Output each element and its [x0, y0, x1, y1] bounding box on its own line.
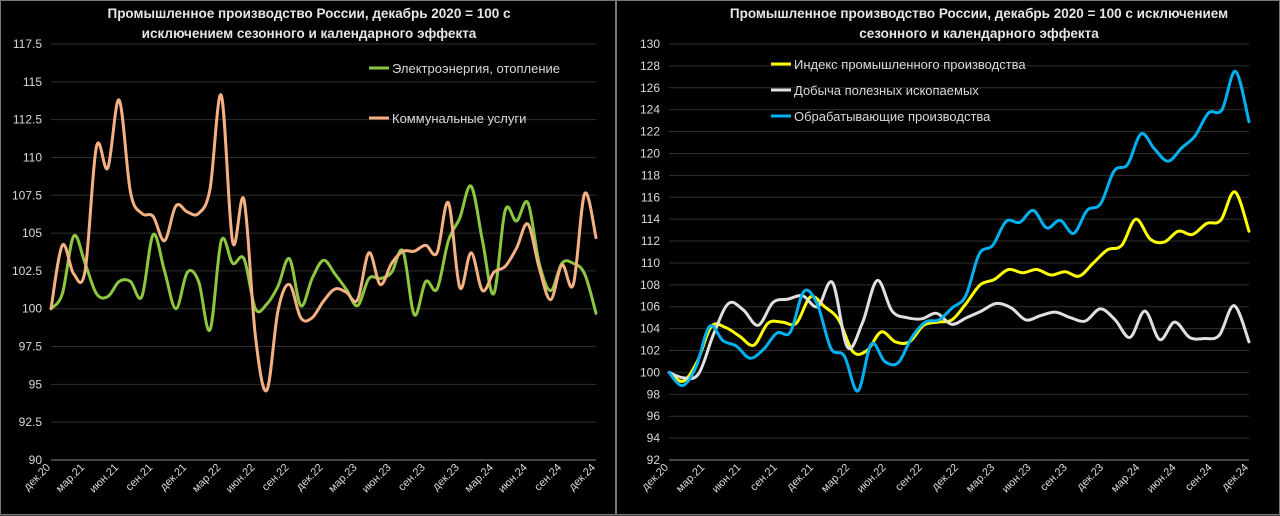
y-tick-label: 105 [22, 226, 42, 240]
x-tick-label: дек.21 [785, 462, 817, 494]
x-tick-label: сен.21 [748, 462, 780, 494]
y-tick-label: 112 [641, 234, 660, 248]
x-tick-label: июн.21 [87, 462, 121, 496]
x-tick-label: мар.24 [463, 462, 496, 495]
x-tick-label: сен.23 [396, 462, 428, 494]
x-tick-label: июн.21 [710, 462, 744, 496]
legend-label-manufacturing: Обрабатывающие производства [794, 109, 991, 124]
y-tick-label: 120 [640, 146, 660, 160]
y-tick-label: 96 [647, 409, 661, 423]
legend-label-mining: Добыча полезных ископаемых [794, 83, 979, 98]
x-tick-label: сен.22 [260, 462, 292, 494]
y-tick-label: 104 [640, 322, 660, 336]
y-tick-label: 116 [641, 190, 660, 204]
y-tick-label: 98 [647, 387, 661, 401]
series-line-2 [667, 279, 1251, 381]
y-tick-label: 90 [29, 453, 43, 467]
x-tick-label: июн.24 [496, 462, 530, 496]
x-tick-label: дек.21 [158, 462, 190, 494]
y-tick-label: 110 [23, 150, 42, 164]
y-tick-label: 110 [641, 256, 660, 270]
x-tick-label: дек.22 [294, 462, 326, 494]
legend-label-utilities: Коммунальные услуги [392, 111, 526, 126]
left-chart-panel: Промышленное производство России, декабр… [0, 0, 616, 515]
y-tick-label: 107.5 [12, 188, 42, 202]
y-tick-label: 102 [640, 344, 660, 358]
legend-label-industrial-index: Индекс промышленного производства [794, 57, 1026, 72]
x-tick-label: сен.24 [532, 462, 564, 494]
x-tick-label: мар.22 [819, 462, 852, 495]
x-tick-label: дек.23 [1075, 462, 1107, 494]
y-tick-label: 100 [640, 365, 660, 379]
x-tick-label: мар.21 [674, 462, 707, 495]
y-tick-label: 117.5 [13, 37, 42, 51]
y-tick-label: 118 [641, 168, 660, 182]
y-tick-label: 102.5 [12, 264, 42, 278]
y-tick-label: 114 [641, 212, 660, 226]
y-tick-label: 106 [640, 300, 660, 314]
series-line-1 [49, 184, 598, 332]
right-chart: Промышленное производство России, декабр… [640, 6, 1252, 496]
legend-label-electricity: Электроэнергия, отопление [392, 61, 560, 76]
x-tick-label: июн.23 [360, 462, 394, 496]
y-tick-label: 100 [22, 302, 42, 316]
y-tick-label: 115 [23, 75, 42, 89]
x-tick-label: дек.24 [1220, 462, 1252, 494]
x-tick-label: сен.22 [893, 462, 925, 494]
y-tick-label: 94 [647, 431, 661, 445]
y-tick-label: 124 [640, 103, 660, 117]
series-line-2 [49, 93, 598, 393]
x-tick-label: июн.22 [224, 462, 258, 496]
right-chart-title-line-1: Промышленное производство России, декабр… [730, 6, 1228, 21]
y-tick-label: 128 [640, 59, 660, 73]
x-tick-label: дек.22 [930, 462, 962, 494]
y-tick-label: 122 [640, 125, 660, 139]
x-tick-label: мар.24 [1109, 462, 1142, 495]
y-tick-label: 108 [640, 278, 660, 292]
x-tick-label: сен.24 [1183, 462, 1215, 494]
x-tick-label: июн.24 [1145, 462, 1179, 496]
x-tick-label: дек.24 [567, 462, 599, 494]
x-tick-label: мар.22 [190, 462, 223, 495]
x-tick-label: мар.23 [964, 462, 997, 495]
y-tick-label: 130 [640, 37, 660, 51]
left-chart: Промышленное производство России, декабр… [12, 6, 599, 496]
series-line-1 [667, 190, 1251, 383]
y-tick-label: 92.5 [19, 415, 43, 429]
x-tick-label: июн.22 [855, 462, 889, 496]
x-tick-label: мар.21 [54, 462, 87, 495]
left-chart-title-line-1: Промышленное производство России, декабр… [107, 6, 511, 21]
y-tick-label: 95 [29, 377, 43, 391]
series-line-3 [667, 69, 1251, 393]
right-chart-title-line-2: сезонного и календарного эффекта [859, 26, 1099, 41]
x-tick-label: сен.21 [124, 462, 156, 494]
y-tick-label: 97.5 [19, 340, 43, 354]
right-chart-panel: Промышленное производство России, декабр… [616, 0, 1280, 515]
y-tick-label: 112.5 [13, 113, 42, 127]
y-tick-label: 92 [647, 453, 661, 467]
y-tick-label: 126 [640, 81, 660, 95]
x-tick-label: мар.23 [326, 462, 359, 495]
x-tick-label: июн.23 [1000, 462, 1034, 496]
x-tick-label: дек.23 [430, 462, 462, 494]
left-chart-title-line-2: исключением сезонного и календарного эфф… [142, 26, 477, 41]
x-tick-label: сен.23 [1038, 462, 1070, 494]
